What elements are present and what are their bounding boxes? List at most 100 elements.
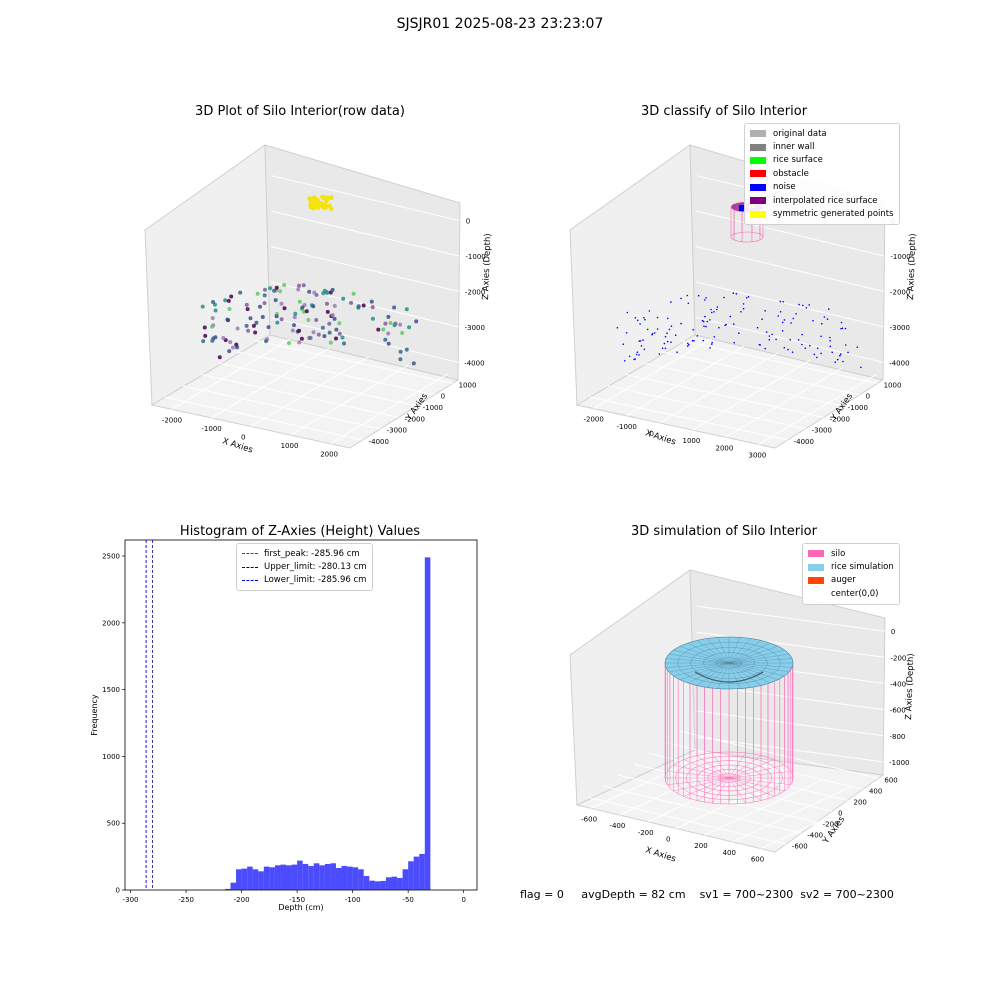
legend-swatch bbox=[750, 170, 766, 178]
tick-label: 0 bbox=[891, 628, 895, 636]
silo-wireframe bbox=[730, 231, 764, 243]
data-point bbox=[628, 355, 631, 358]
rice-mesh-spoke bbox=[687, 642, 730, 664]
tick-label: 0 bbox=[441, 393, 445, 401]
rice-mesh-spoke bbox=[668, 653, 730, 664]
y-tick-label: 2000 bbox=[102, 619, 120, 627]
data-point bbox=[805, 307, 808, 309]
silo-floor-spoke bbox=[712, 752, 730, 779]
data-point bbox=[325, 301, 329, 306]
legend-swatch bbox=[750, 183, 766, 191]
rice-mesh-spoke bbox=[728, 662, 779, 680]
data-point bbox=[716, 308, 718, 311]
data-point bbox=[687, 342, 689, 345]
panel3-vlines bbox=[145, 540, 154, 890]
gridline bbox=[760, 793, 880, 850]
legend-item: center(0,0) bbox=[808, 587, 894, 600]
data-point bbox=[306, 318, 311, 322]
data-point bbox=[329, 206, 334, 211]
histogram-bar bbox=[313, 863, 320, 890]
data-point bbox=[320, 325, 325, 330]
rice-mesh-spoke bbox=[706, 638, 730, 664]
data-point bbox=[666, 332, 668, 334]
rice-mesh-spoke bbox=[728, 642, 771, 664]
data-point bbox=[300, 305, 305, 310]
data-point bbox=[311, 304, 316, 309]
tick-label: 400 bbox=[723, 849, 736, 857]
data-point bbox=[297, 283, 301, 288]
tick-label: -600 bbox=[581, 815, 597, 823]
tick-label: 1000 bbox=[683, 437, 701, 445]
data-point bbox=[828, 308, 830, 310]
data-point bbox=[661, 347, 664, 349]
data-point bbox=[823, 316, 826, 318]
tick-label: -2000 bbox=[465, 289, 485, 297]
legend-label: silo bbox=[831, 548, 846, 559]
panel1-y-ticks: 1000 0 -1000 -2000 -3000 -4000 bbox=[369, 381, 477, 446]
tick-label: -4000 bbox=[464, 359, 484, 367]
silo-floor-spoke bbox=[728, 759, 775, 779]
gridline bbox=[618, 774, 817, 823]
data-point bbox=[670, 341, 672, 343]
data-point bbox=[664, 335, 667, 338]
gridline bbox=[254, 339, 453, 384]
data-point bbox=[697, 294, 700, 297]
data-point bbox=[745, 297, 748, 299]
histogram-bar bbox=[413, 856, 420, 890]
figure-title: SJSJR01 2025-08-23 23:23:07 bbox=[396, 16, 604, 32]
silo-floor-spoke bbox=[696, 777, 730, 801]
silo-floor-spoke bbox=[728, 777, 762, 801]
data-point bbox=[658, 353, 661, 355]
data-point bbox=[297, 299, 302, 304]
silo-floor-spoke bbox=[728, 755, 762, 779]
data-point bbox=[702, 320, 705, 323]
data-point bbox=[234, 342, 239, 347]
panel4-zlabel: Z Axies (Depth) bbox=[904, 653, 916, 720]
data-point bbox=[791, 351, 794, 353]
tick-label: 400 bbox=[869, 787, 882, 795]
panel2-x-ticks: -2000 -1000 0 1000 2000 3000 bbox=[584, 416, 767, 460]
data-point bbox=[686, 345, 689, 347]
histogram-bar bbox=[330, 863, 336, 890]
histogram-bar bbox=[374, 881, 381, 890]
data-point bbox=[705, 297, 707, 299]
panel4-title: 3D simulation of Silo Interior bbox=[631, 524, 817, 539]
data-point bbox=[742, 303, 745, 305]
silo-floor-spoke bbox=[673, 764, 730, 779]
gridline bbox=[661, 351, 860, 396]
data-point bbox=[821, 322, 823, 325]
legend-swatch bbox=[242, 579, 258, 581]
data-point bbox=[664, 347, 667, 350]
data-point bbox=[246, 328, 251, 333]
legend-label: center(0,0) bbox=[831, 588, 879, 599]
silo-floor-spoke bbox=[728, 777, 746, 804]
tick-label: 1000 bbox=[281, 442, 299, 450]
data-point bbox=[705, 325, 707, 328]
tick-label: -1000 bbox=[848, 404, 868, 412]
legend-label: Upper_limit: -280.13 cm bbox=[264, 562, 367, 573]
gridline bbox=[625, 373, 824, 418]
data-point bbox=[829, 340, 831, 342]
data-point bbox=[254, 320, 259, 325]
legend-label: first_peak: -285.96 cm bbox=[264, 548, 360, 559]
data-point bbox=[398, 357, 403, 362]
tick-label: -4000 bbox=[794, 438, 814, 446]
data-point bbox=[696, 335, 699, 337]
status-footer: flag = 0 avgDepth = 82 cm sv1 = 700~2300… bbox=[520, 888, 894, 901]
tick-label: -3000 bbox=[812, 427, 832, 435]
silo-floor-spoke bbox=[667, 777, 730, 785]
data-point bbox=[781, 330, 784, 332]
panel1-title: 3D Plot of Silo Interior(row data) bbox=[195, 104, 405, 119]
y-tick-label: 0 bbox=[116, 887, 120, 895]
data-point bbox=[668, 328, 671, 331]
data-point bbox=[703, 325, 705, 327]
tick-label: -1000 bbox=[890, 253, 910, 261]
data-point bbox=[643, 316, 645, 319]
tick-label: -3000 bbox=[465, 324, 485, 332]
data-point bbox=[804, 347, 807, 349]
data-point bbox=[692, 328, 694, 331]
data-point bbox=[723, 296, 725, 299]
histogram-bar bbox=[352, 867, 359, 890]
data-point bbox=[210, 316, 215, 321]
rice-mesh-spoke bbox=[673, 662, 730, 677]
